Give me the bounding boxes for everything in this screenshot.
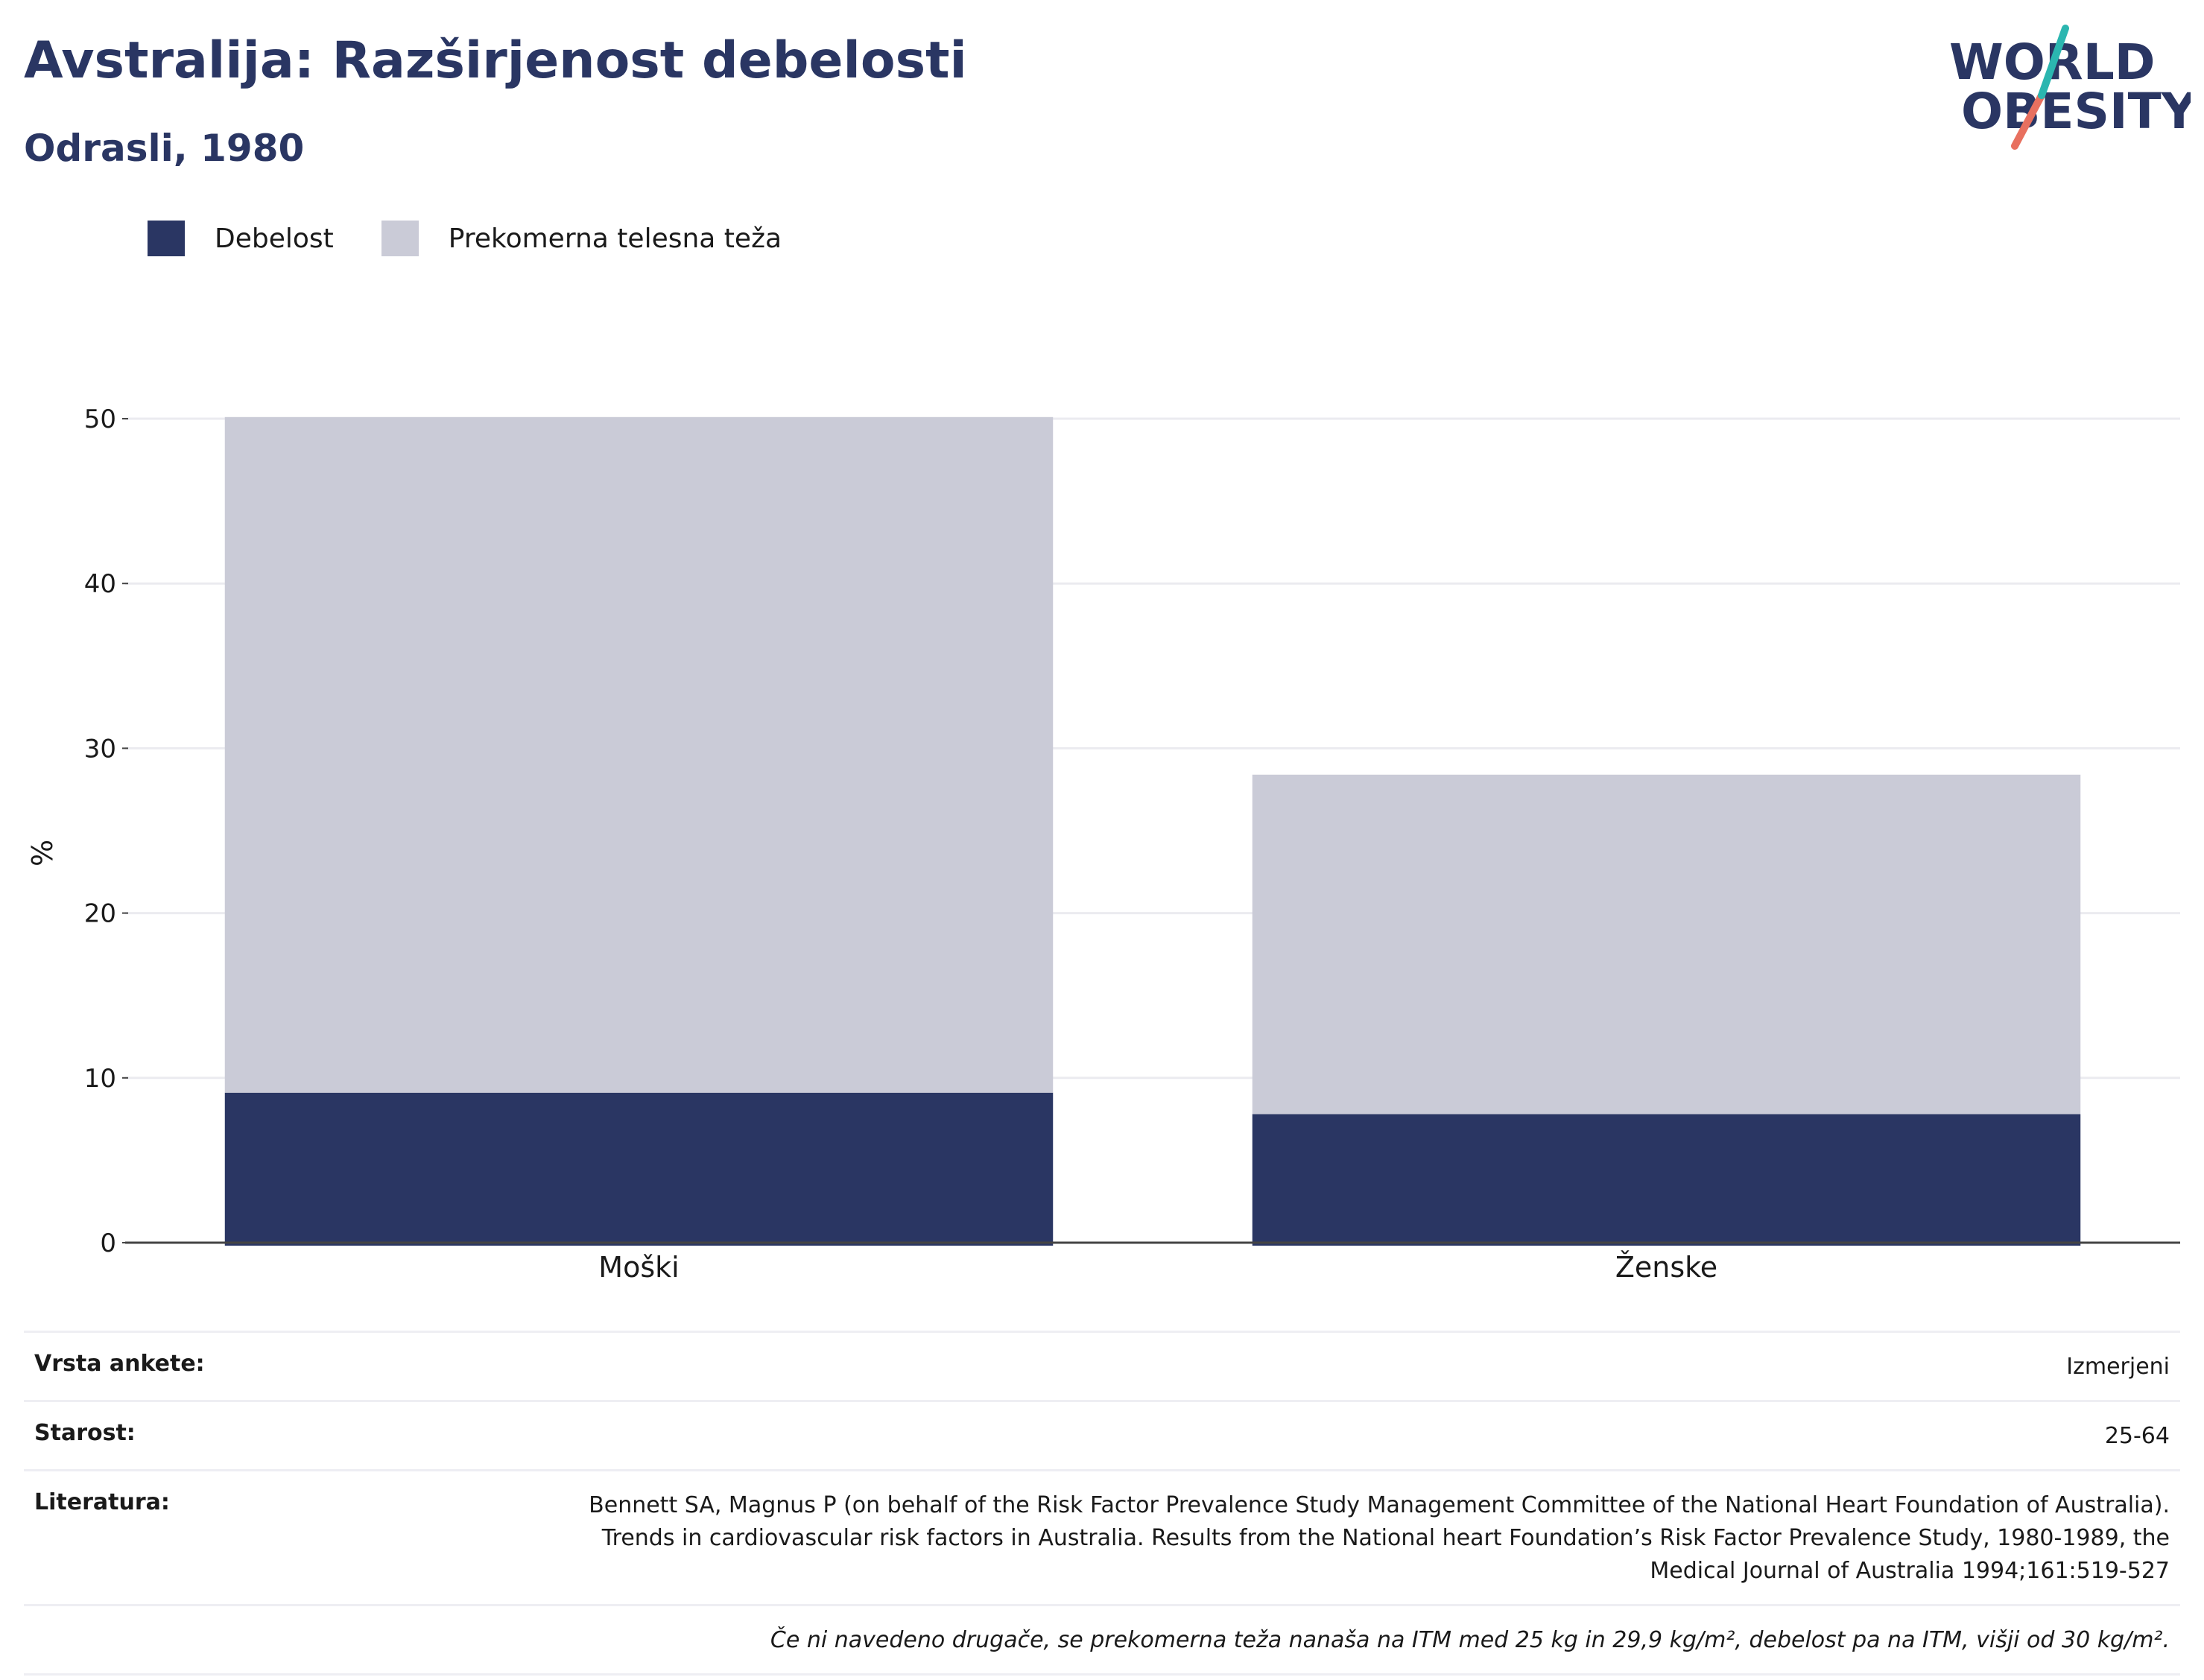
- info-row-literature: Literatura: Bennett SA, Magnus P (on beh…: [24, 1469, 2180, 1604]
- info-label-literature: Literatura:: [34, 1489, 170, 1515]
- survey-info-table: Vrsta ankete: Izmerjeni Starost: 25-64 L…: [24, 1331, 2180, 1676]
- y-tick-label-30: 30: [84, 734, 116, 764]
- stacked-bar-chart: 0 10 20 30 40 50% Moški Ženske: [26, 405, 2180, 1284]
- chart-legend: Debelost Prekomerna telesna teža: [148, 221, 829, 256]
- x-tick-label-women: Ženske: [1615, 1251, 1717, 1284]
- info-label-age: Starost:: [34, 1420, 136, 1446]
- definition-footnote: Če ni navedeno drugače, se prekomerna te…: [770, 1627, 2170, 1653]
- info-value-survey-type: Izmerjeni: [2066, 1354, 2170, 1380]
- info-value-age: 25-64: [2104, 1423, 2170, 1449]
- chart-subtitle: Odrasli, 1980: [24, 127, 305, 170]
- info-row-survey-type: Vrsta ankete: Izmerjeni: [24, 1331, 2180, 1400]
- legend-item-obesity[interactable]: Debelost: [148, 221, 334, 256]
- bar-obesity-women[interactable]: [1252, 1114, 2081, 1246]
- bar-obesity-men[interactable]: [224, 1092, 1054, 1246]
- legend-swatch-obesity: [148, 221, 185, 256]
- world-obesity-logo: WORLD OBESITY: [1949, 25, 2191, 150]
- info-row-footnote: Če ni navedeno drugače, se prekomerna te…: [24, 1604, 2180, 1676]
- chart-title: Avstralija: Razširjenost debelosti: [24, 31, 967, 90]
- legend-label-overweight: Prekomerna telesna teža: [448, 223, 782, 254]
- legend-item-overweight[interactable]: Prekomerna telesna teža: [381, 221, 782, 256]
- legend-swatch-overweight: [381, 221, 419, 256]
- y-tick-label-20: 20: [84, 899, 116, 929]
- y-axis-label: %: [26, 840, 59, 866]
- y-tick-label-0: 0: [100, 1229, 116, 1258]
- info-value-literature: Bennett SA, Magnus P (on behalf of the R…: [589, 1492, 2170, 1584]
- legend-label-obesity: Debelost: [215, 223, 334, 254]
- info-label-survey-type: Vrsta ankete:: [34, 1351, 205, 1377]
- x-tick-label-men: Moški: [598, 1251, 679, 1284]
- bar-overweight-men[interactable]: [224, 416, 1054, 1093]
- bar-overweight-women[interactable]: [1252, 774, 2081, 1115]
- info-row-age: Starost: 25-64: [24, 1400, 2180, 1469]
- y-tick-label-10: 10: [84, 1064, 116, 1094]
- y-tick-label-50: 50: [84, 405, 116, 434]
- y-tick-label-40: 40: [84, 569, 116, 599]
- logo-text-obesity: OBESITY: [1961, 83, 2191, 140]
